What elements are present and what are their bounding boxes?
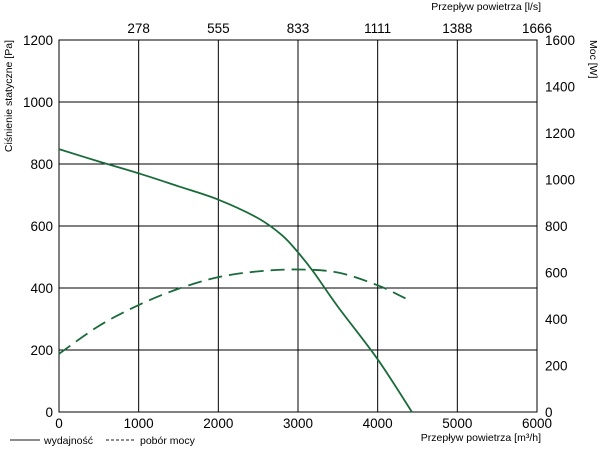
y-left-tick-label: 200 bbox=[30, 343, 53, 358]
plot-border bbox=[58, 39, 538, 413]
y-left-tick-label: 1000 bbox=[23, 95, 53, 110]
x-axis-ticks: 0 1000 2000 3000 4000 5000 6000 bbox=[55, 416, 552, 431]
y-right-axis-ticks: 0 200 400 600 800 1000 1200 1400 1600 bbox=[545, 33, 575, 420]
x-top-axis-ticks: 278 555 833 1111 1388 1666 bbox=[127, 21, 552, 36]
legend-label-wydajnosc: wydajność bbox=[43, 435, 93, 447]
series-line-wydajnosc bbox=[58, 148, 413, 413]
x-tick-label: 3000 bbox=[283, 416, 313, 431]
y-left-tick-label: 800 bbox=[30, 157, 53, 172]
y-left-axis-label: Ciśnienie statyczne [Pa] bbox=[3, 40, 15, 152]
series bbox=[58, 148, 413, 413]
x-top-tick-label: 555 bbox=[207, 21, 230, 36]
y-right-tick-label: 1400 bbox=[545, 80, 575, 95]
grid bbox=[59, 40, 537, 412]
y-left-axis-ticks: 0 200 400 600 800 1000 1200 bbox=[23, 33, 53, 420]
x-tick-label: 0 bbox=[55, 416, 63, 431]
x-top-axis-label: Przepływ powietrza [l/s] bbox=[431, 1, 541, 13]
x-tick-label: 6000 bbox=[522, 416, 552, 431]
x-top-tick-label: 1388 bbox=[442, 21, 472, 36]
x-axis-label: Przepływ powietrza [m³/h] bbox=[421, 432, 541, 444]
x-tick-label: 5000 bbox=[442, 416, 472, 431]
x-tick-label: 1000 bbox=[124, 416, 154, 431]
y-right-tick-label: 0 bbox=[545, 405, 553, 420]
y-right-tick-label: 800 bbox=[545, 219, 568, 234]
legend-label-pobor-mocy: pobór mocy bbox=[140, 435, 196, 447]
y-right-tick-label: 400 bbox=[545, 312, 568, 327]
y-right-tick-label: 600 bbox=[545, 266, 568, 281]
y-right-tick-label: 1600 bbox=[545, 33, 575, 48]
y-right-tick-label: 1200 bbox=[545, 126, 575, 141]
legend: wydajność pobór mocy bbox=[10, 435, 196, 447]
x-tick-label: 2000 bbox=[203, 416, 233, 431]
y-right-tick-label: 200 bbox=[545, 359, 568, 374]
x-tick-label: 4000 bbox=[363, 416, 393, 431]
x-top-tick-label: 278 bbox=[127, 21, 150, 36]
y-left-tick-label: 600 bbox=[30, 219, 53, 234]
plot-frame bbox=[58, 39, 538, 413]
series-line-pobor-mocy bbox=[58, 268, 410, 355]
x-top-tick-label: 833 bbox=[287, 21, 310, 36]
y-left-tick-label: 0 bbox=[45, 405, 53, 420]
x-top-tick-label: 1666 bbox=[522, 21, 552, 36]
x-top-tick-label: 1111 bbox=[364, 21, 391, 36]
y-right-tick-label: 1000 bbox=[545, 173, 575, 188]
y-left-tick-label: 1200 bbox=[23, 33, 53, 48]
y-right-axis-label: Moc [W] bbox=[587, 40, 599, 79]
y-left-tick-label: 400 bbox=[30, 281, 53, 296]
